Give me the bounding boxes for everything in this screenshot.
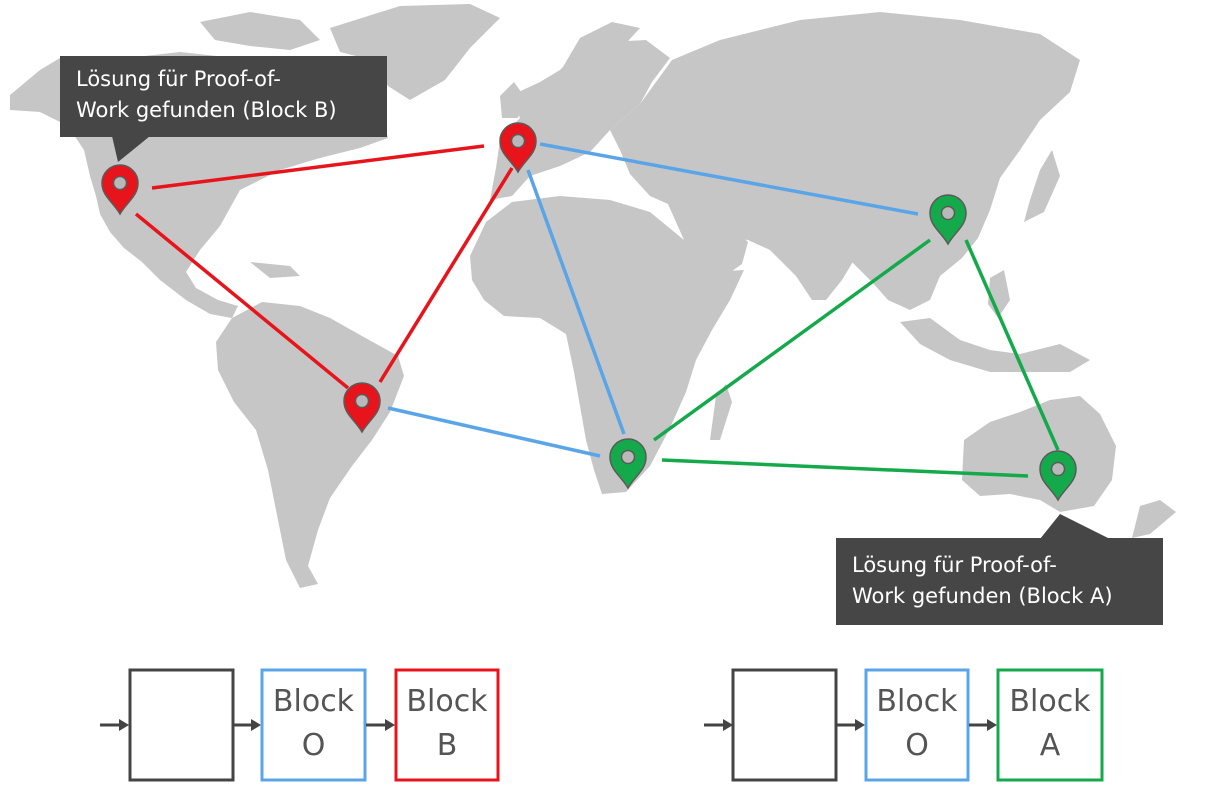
arctic-islands-landmass (200, 12, 320, 50)
link-northamerica-southamerica (134, 212, 350, 390)
chain-left-genesis-box (128, 668, 235, 782)
australia-landmass (962, 396, 1116, 512)
chain-right-genesis-box (731, 668, 838, 782)
link-asia-southafrica (652, 238, 932, 442)
chain-left-block-o-box (260, 668, 367, 782)
chain-left-block-b-box (394, 668, 500, 782)
chain-right (704, 668, 1104, 782)
callout-right-line2: Work gefunden (Block A) (852, 584, 1113, 608)
madagascar-landmass (710, 384, 732, 440)
callout-left (60, 56, 387, 162)
callout-right-text: Lösung für Proof-of- Work gefunden (Bloc… (852, 550, 1113, 612)
chain-left-block-b-label: Block B (396, 680, 498, 768)
link-europe-asia (539, 142, 919, 216)
link-southamerica-southafrica (387, 406, 601, 458)
chain-right-block-o-box (864, 668, 970, 782)
scandinavia-landmass (560, 22, 640, 84)
arabia-landmass (668, 204, 748, 278)
link-europe-southafrica (526, 169, 626, 435)
callout-left-text: Lösung für Proof-of- Work gefunden (Bloc… (76, 64, 337, 126)
chain-left (100, 668, 500, 782)
chain-left-block-b-line2: B (436, 728, 458, 763)
chain-right-block-o-label: Block O (866, 680, 968, 768)
new-zealand-landmass (1132, 500, 1176, 538)
callout-left-line2: Work gefunden (Block B) (76, 98, 337, 122)
world-map (10, 4, 1176, 588)
chain-right-block-a-line2: A (1039, 728, 1061, 763)
indonesia-landmass (900, 318, 1090, 372)
europe-landmass (490, 40, 670, 200)
chain-right-block-o-line2: O (905, 728, 929, 763)
japan-landmass (1024, 150, 1060, 222)
link-asia-australia (964, 239, 1060, 451)
south-america-landmass (216, 302, 404, 588)
link-northamerica-europe (151, 144, 485, 190)
link-southafrica-australia (661, 458, 1029, 478)
connections (134, 142, 1060, 478)
chain-right-block-a-box (996, 668, 1104, 782)
caribbean-landmass (250, 262, 300, 278)
chain-right-block-a-label: Block A (998, 680, 1102, 768)
callout-right (836, 514, 1163, 625)
india-landmass (796, 234, 860, 300)
chain-right-block-a-line1: Block (1009, 684, 1091, 719)
link-europe-southamerica (378, 167, 514, 383)
chain-left-block-o-line2: O (301, 728, 326, 763)
chain-right-block-o-line1: Block (876, 684, 958, 719)
greenland-landmass (330, 4, 500, 100)
chain-left-block-o-label: Block O (262, 680, 365, 768)
callout-right-line1: Lösung für Proof-of- (852, 553, 1057, 577)
chain-left-block-b-line1: Block (406, 684, 488, 719)
britain-landmass (500, 82, 524, 118)
callout-left-line1: Lösung für Proof-of- (76, 67, 281, 91)
chain-left-block-o-line1: Block (272, 684, 355, 719)
africa-landmass (470, 196, 744, 494)
